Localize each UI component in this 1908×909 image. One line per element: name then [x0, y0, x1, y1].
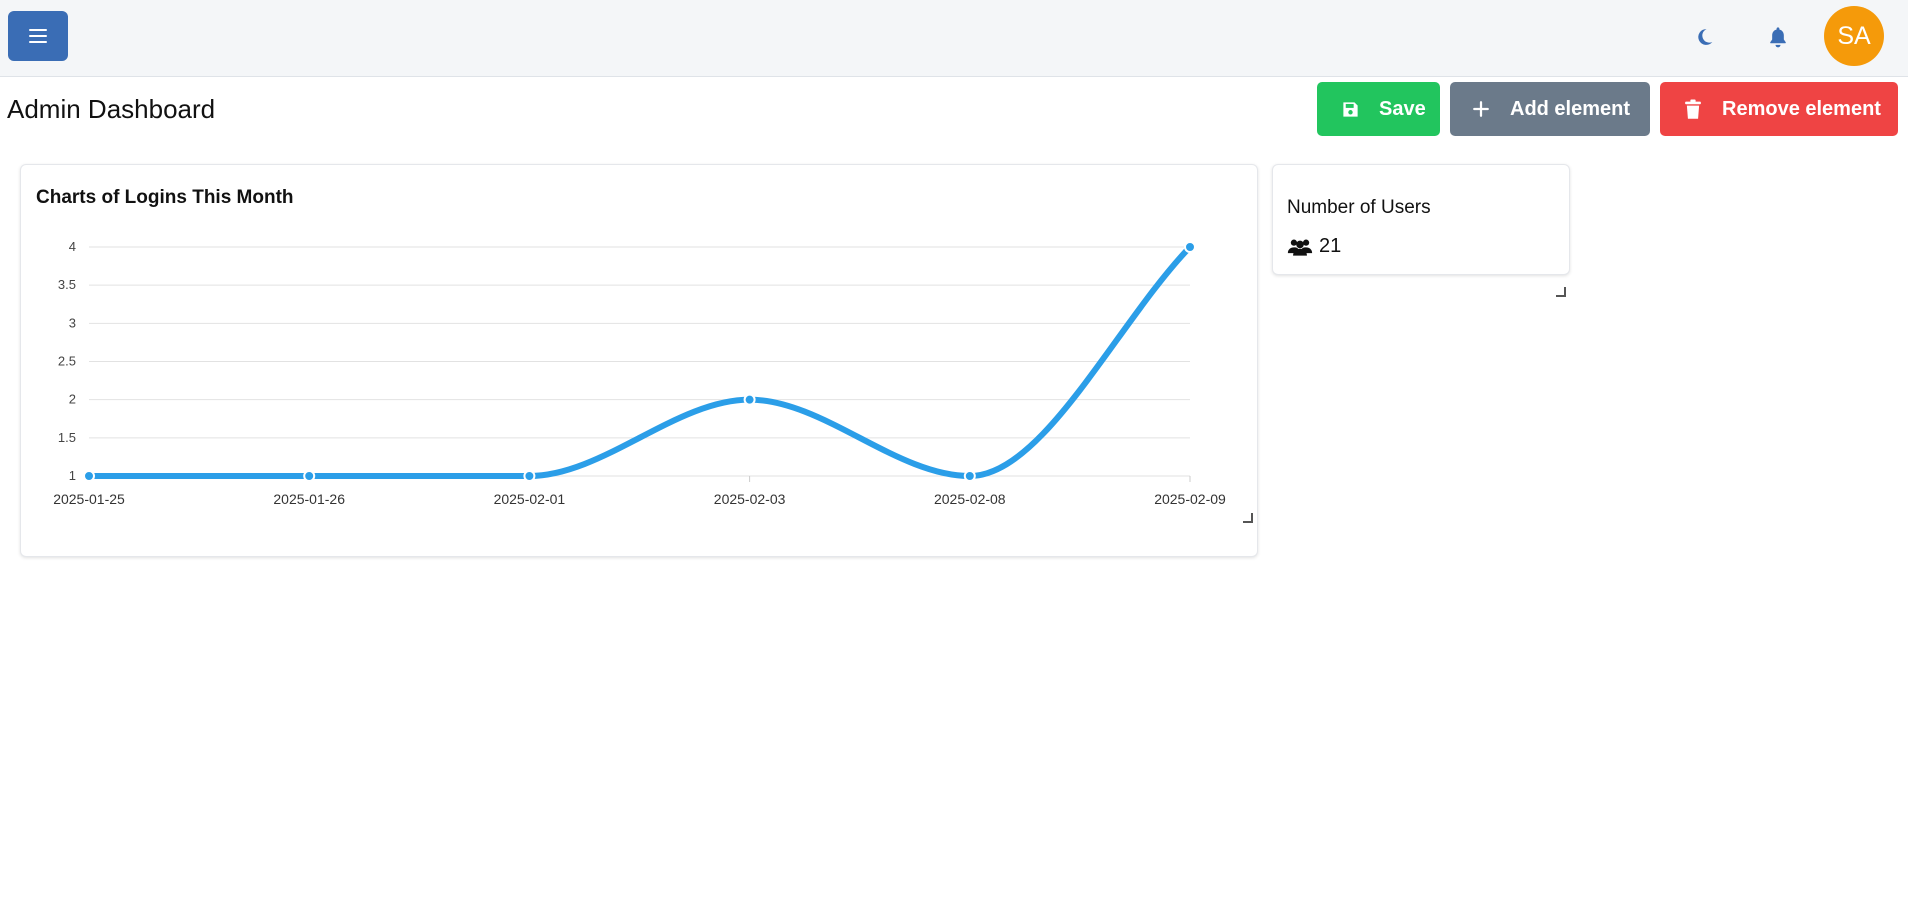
chart-resize-handle[interactable] — [1243, 513, 1253, 523]
data-point — [523, 470, 536, 482]
y-tick-label: 3 — [69, 315, 76, 330]
logins-chart-card[interactable]: Charts of Logins This Month 1 1.5 2 2.5 3 3.5… — [20, 164, 1258, 557]
top-bar: SA — [0, 0, 1908, 77]
moon-icon — [1698, 29, 1713, 45]
users-icon — [1287, 239, 1313, 256]
remove-element-button-label: Remove element — [1722, 97, 1881, 120]
x-tick-label: 2025-02-03 — [714, 491, 786, 507]
hamburger-icon — [29, 29, 47, 43]
users-card-resize-handle[interactable] — [1556, 287, 1566, 297]
data-point — [1184, 241, 1196, 253]
plus-icon — [1470, 98, 1492, 120]
x-tick-label: 2025-02-09 — [1154, 491, 1226, 507]
chart-title: Charts of Logins This Month — [36, 187, 294, 208]
x-tick-label: 2025-01-26 — [273, 491, 345, 507]
trash-icon — [1682, 98, 1704, 120]
data-point — [83, 470, 95, 482]
notifications-button[interactable] — [1763, 22, 1793, 52]
y-tick-label: 3.5 — [58, 277, 76, 292]
y-tick-label: 2 — [69, 392, 76, 407]
add-element-button-label: Add element — [1510, 97, 1631, 120]
x-tick-label: 2025-01-25 — [53, 491, 125, 507]
y-tick-label: 1 — [69, 468, 76, 483]
y-tick-label: 4 — [69, 239, 76, 254]
x-tick-label: 2025-02-08 — [934, 491, 1006, 507]
number-of-users-card[interactable]: Number of Users 21 — [1272, 164, 1570, 275]
save-button-label: Save — [1379, 97, 1426, 120]
y-tick-label: 1.5 — [58, 430, 76, 445]
save-button[interactable]: Save — [1317, 82, 1440, 136]
data-point — [303, 470, 316, 482]
theme-toggle-button[interactable] — [1689, 22, 1719, 52]
remove-element-button[interactable]: Remove element — [1660, 82, 1898, 136]
logins-line-chart: 1 1.5 2 2.5 3 3.5 4 2025-01-25 2025-01-26 2025-02… — [53, 239, 1226, 507]
menu-button[interactable] — [8, 11, 68, 61]
data-point — [743, 393, 756, 406]
data-point — [963, 470, 976, 482]
series-line — [86, 244, 1193, 480]
x-tick-label: 2025-02-01 — [494, 491, 566, 507]
user-avatar[interactable]: SA — [1824, 6, 1884, 66]
users-card-label: Number of Users — [1287, 197, 1431, 218]
page-title: Admin Dashboard — [7, 94, 216, 124]
bell-icon — [1770, 27, 1786, 48]
floppy-disk-icon — [1339, 98, 1361, 120]
y-tick-label: 2.5 — [58, 354, 76, 369]
users-count: 21 — [1319, 235, 1342, 257]
add-element-button[interactable]: Add element — [1450, 82, 1650, 136]
